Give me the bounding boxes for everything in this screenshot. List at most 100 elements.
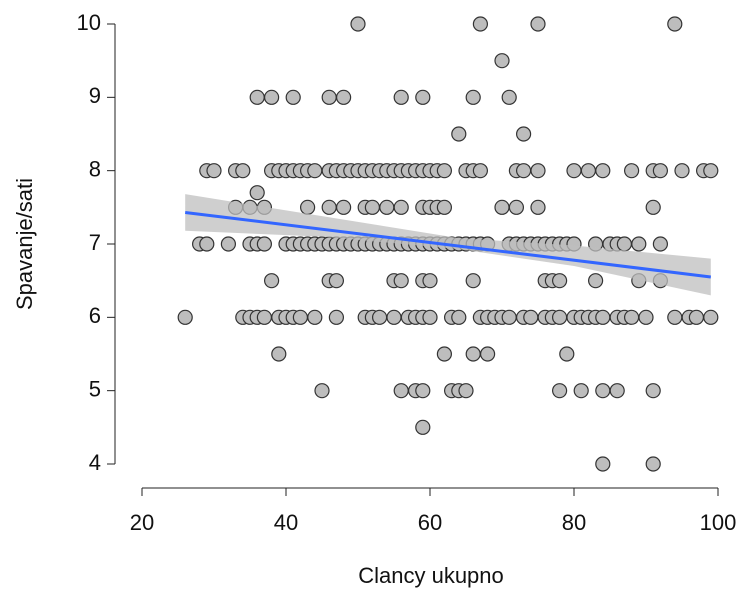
point — [393, 273, 409, 289]
point — [523, 309, 539, 325]
point — [451, 126, 467, 142]
point — [314, 383, 330, 399]
point — [667, 309, 683, 325]
point — [587, 273, 604, 289]
point — [530, 16, 546, 32]
point — [480, 346, 496, 362]
point — [372, 309, 388, 325]
point — [264, 273, 280, 289]
point — [494, 199, 510, 215]
point — [256, 309, 272, 325]
point — [436, 346, 452, 362]
point — [249, 89, 265, 105]
point — [551, 309, 568, 325]
point — [652, 163, 669, 179]
x-tick-label: 80 — [562, 510, 586, 535]
point — [638, 309, 654, 325]
x-tick-label: 100 — [700, 510, 737, 535]
point — [436, 163, 452, 179]
point — [336, 89, 352, 105]
y-tick-label: 5 — [89, 376, 101, 401]
point — [292, 309, 308, 325]
point — [472, 163, 488, 179]
point — [703, 309, 719, 325]
point — [573, 383, 589, 399]
point — [415, 89, 431, 105]
point — [465, 346, 481, 362]
point — [393, 383, 409, 399]
point — [256, 236, 272, 252]
point — [645, 456, 661, 472]
point — [667, 16, 683, 32]
point — [609, 383, 625, 399]
point — [206, 163, 222, 179]
point — [328, 273, 344, 289]
point — [631, 236, 647, 252]
point — [551, 273, 568, 289]
point — [501, 89, 517, 105]
point — [271, 346, 287, 362]
y-tick-label: 9 — [89, 83, 101, 108]
point — [465, 273, 481, 289]
point — [393, 199, 409, 215]
point — [350, 16, 366, 32]
point — [386, 309, 402, 325]
point — [580, 163, 597, 179]
point — [530, 199, 546, 215]
point — [616, 236, 633, 252]
point — [321, 89, 337, 105]
x-tick-label: 40 — [274, 510, 298, 535]
point — [508, 199, 525, 215]
point — [264, 89, 280, 105]
point — [199, 236, 215, 252]
point — [415, 383, 431, 399]
point — [551, 383, 568, 399]
point — [465, 89, 481, 105]
point — [595, 309, 611, 325]
point — [336, 199, 352, 215]
y-tick-label: 7 — [89, 230, 101, 255]
x-tick-label: 20 — [130, 510, 154, 535]
fit-line — [185, 210, 711, 279]
point — [458, 383, 474, 399]
point — [285, 89, 301, 105]
point — [451, 309, 467, 325]
point — [177, 309, 193, 325]
point — [393, 89, 409, 105]
x-axis-title: Clancy ukupno — [358, 563, 504, 588]
point — [595, 456, 611, 472]
point — [494, 53, 510, 69]
point — [703, 163, 719, 179]
point — [623, 309, 640, 325]
point — [652, 236, 669, 252]
point — [422, 309, 438, 325]
point — [379, 199, 395, 215]
point — [515, 126, 532, 142]
point — [501, 309, 517, 325]
x-tick-label: 60 — [418, 510, 442, 535]
point — [235, 163, 251, 179]
y-tick-label: 8 — [89, 156, 101, 181]
point — [645, 383, 661, 399]
point — [623, 163, 640, 179]
y-tick-label: 6 — [89, 303, 101, 328]
point — [515, 163, 532, 179]
point — [220, 236, 236, 252]
point — [436, 199, 452, 215]
point — [595, 163, 611, 179]
y-axis-title: Spavanje/sati — [12, 178, 37, 310]
point — [674, 163, 690, 179]
point — [422, 273, 438, 289]
point — [645, 199, 661, 215]
point — [364, 199, 380, 215]
point — [566, 163, 582, 179]
point — [321, 199, 337, 215]
point — [307, 163, 323, 179]
point — [688, 309, 705, 325]
y-tick-label: 10 — [77, 10, 101, 35]
point — [530, 163, 546, 179]
point — [328, 309, 344, 325]
point — [415, 419, 431, 435]
